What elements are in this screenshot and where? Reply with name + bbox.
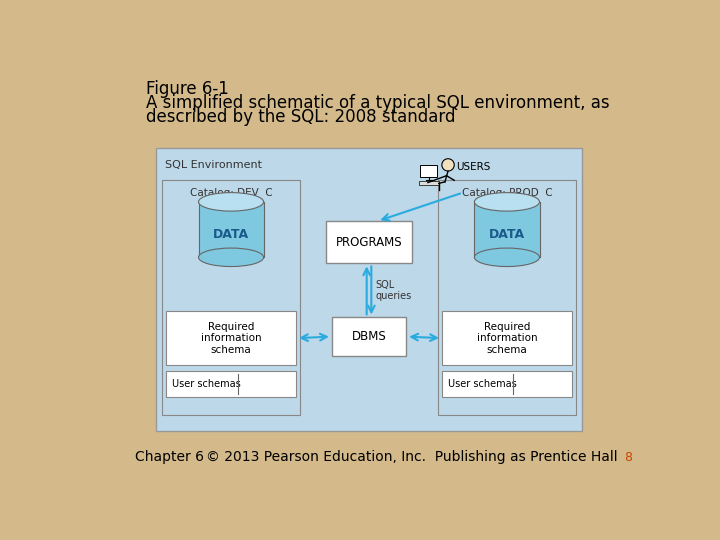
Bar <box>166 372 296 397</box>
Text: PROGRAMS: PROGRAMS <box>336 236 402 249</box>
Bar <box>474 202 539 257</box>
Text: USERS: USERS <box>456 162 490 172</box>
Ellipse shape <box>199 193 264 211</box>
Circle shape <box>442 159 454 171</box>
Text: 8: 8 <box>624 451 632 464</box>
Text: SQL Environment: SQL Environment <box>165 160 262 170</box>
Text: described by the SQL: 2008 standard: described by the SQL: 2008 standard <box>145 108 455 126</box>
Bar <box>199 202 264 257</box>
Bar <box>418 181 438 185</box>
Bar <box>442 311 572 365</box>
Text: User schemas: User schemas <box>448 379 517 389</box>
Text: Catalog: PROD  C: Catalog: PROD C <box>462 188 552 198</box>
Bar <box>420 165 437 177</box>
Text: © 2013 Pearson Education, Inc.  Publishing as Prentice Hall: © 2013 Pearson Education, Inc. Publishin… <box>206 450 618 464</box>
Text: Figure 6-1: Figure 6-1 <box>145 80 229 98</box>
Bar <box>162 180 300 415</box>
Text: Required
information
schema: Required information schema <box>201 321 261 355</box>
Bar <box>326 221 412 264</box>
Text: Catalog: DEV  C: Catalog: DEV C <box>190 188 272 198</box>
Text: Required
information
schema: Required information schema <box>477 321 537 355</box>
Ellipse shape <box>199 248 264 267</box>
Ellipse shape <box>474 248 539 267</box>
Text: A simplified schematic of a typical SQL environment, as: A simplified schematic of a typical SQL … <box>145 94 609 112</box>
Text: User schemas: User schemas <box>172 379 241 389</box>
Text: DATA: DATA <box>213 228 249 241</box>
Bar <box>166 311 296 365</box>
Text: Chapter 6: Chapter 6 <box>135 450 204 464</box>
Text: SQL
queries: SQL queries <box>375 280 411 301</box>
Ellipse shape <box>474 193 539 211</box>
Bar <box>438 180 576 415</box>
Text: DATA: DATA <box>489 228 525 241</box>
Text: DBMS: DBMS <box>351 330 387 343</box>
Bar <box>332 318 406 356</box>
Bar <box>156 148 582 431</box>
Bar <box>442 372 572 397</box>
